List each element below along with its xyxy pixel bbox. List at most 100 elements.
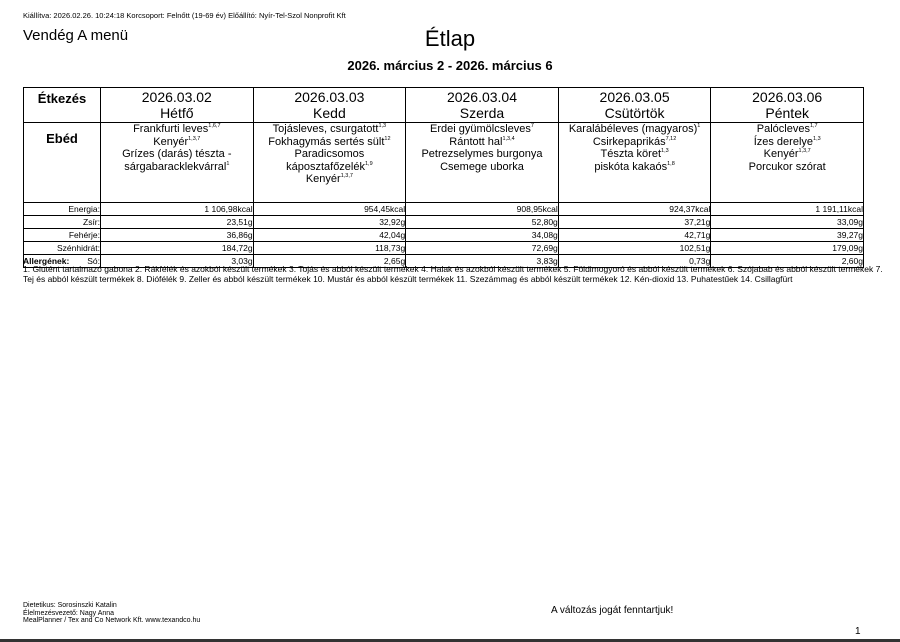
dish-name: Grízes (darás) tészta - sárgabaracklekvá…: [122, 148, 232, 173]
nutrient-label: Zsír:: [23, 215, 101, 229]
day-header: 2026.03.04 Szerda: [405, 87, 559, 123]
nutrient-value: 0,73g: [557, 254, 712, 268]
dish: Palócleves1,7: [711, 123, 863, 136]
dish: Csemege uborka: [406, 161, 558, 174]
day-date: 2026.03.03: [294, 89, 365, 105]
day-date: 2026.03.05: [599, 89, 670, 105]
page-number: 1: [855, 626, 861, 637]
dish: Tojásleves, csurgatott1,3: [254, 123, 406, 136]
day-name: Csütörtök: [604, 105, 665, 121]
meal-column-header: Étkezés: [23, 87, 101, 123]
nutrient-value: 42,04g: [252, 228, 407, 242]
dish-name: Porcukor szórat: [748, 160, 826, 173]
day-dishes: Tojásleves, csurgatott1,3 Fokhagymás sert…: [252, 122, 407, 203]
day-date: 2026.03.06: [752, 89, 823, 105]
allergen-codes: 1,3: [661, 148, 669, 154]
page-title: Étlap: [424, 26, 476, 51]
dish: Tészta köret1,3: [559, 148, 711, 161]
allergen-codes: 1: [226, 160, 230, 167]
allergen-codes: 1,7: [809, 123, 818, 129]
day-name: Péntek: [765, 105, 809, 121]
dish: Petrezselymes burgonya: [406, 148, 558, 161]
nutrient-value: 102,51g: [557, 241, 712, 255]
nutrient-value: 42,71g: [557, 228, 712, 242]
nutrient-value: 908,95kcal: [405, 202, 559, 216]
dish-name: Petrezselymes burgonya: [421, 148, 543, 160]
day-dishes: Erdei gyümölcsleves7 Rántott hal1,3,4 Petr…: [405, 122, 559, 203]
nutrition-row: Fehérje: 36,86g 42,04g 34,08g 42,71g 39,27g: [23, 228, 864, 242]
nutrient-value: 118,73g: [252, 241, 407, 255]
page-bottom-border: [0, 639, 900, 642]
dish-name: Frankfurti leves: [133, 123, 209, 135]
allergen-codes: 7: [530, 123, 534, 129]
lunch-row: Ebéd Frankfurti leves1,6,7 Kenyér1,3,7 Gríz…: [23, 122, 864, 203]
nutrient-value: 34,08g: [405, 228, 559, 242]
date-range: 2026. március 2 - 2026. március 6: [347, 58, 553, 73]
day-dishes: Palócleves1,7 Ízes derelye1,3 Kenyér1,3,7 P…: [710, 122, 864, 203]
nutrient-value: 3,03g: [100, 254, 254, 268]
day-header: 2026.03.06 Péntek: [710, 87, 864, 123]
allergen-codes: 1,3,7: [798, 148, 811, 154]
dish-name: Tészta köret: [600, 148, 662, 160]
dish-name: Tojásleves, csurgatott: [272, 123, 379, 135]
dietitian: Dietetikus: Sorosinszki Katalin: [23, 602, 117, 609]
dish: Kenyér1,3,7: [711, 148, 863, 161]
allergen-codes: 1,3: [813, 135, 821, 142]
software-credit: MealPlanner / Tex and Co Network Kft. ww…: [23, 617, 201, 624]
dish-name: Paradicsomos káposztafőzelék: [286, 148, 365, 173]
dish: Erdei gyümölcsleves7: [406, 123, 558, 136]
dish-name: Fokhagymás sertés sült: [268, 135, 385, 148]
day-dishes: Karalábéleves (magyaros)1 Csirkepaprikás7…: [557, 122, 712, 203]
menu-name: Vendég A menü: [23, 27, 129, 44]
nutrient-value: 954,45kcal: [252, 202, 407, 216]
nutrition-row: Zsír: 23,51g 32,92g 52,80g 37,21g 33,09g: [23, 215, 864, 229]
day-name: Szerda: [459, 105, 505, 121]
allergen-codes: 1,9: [365, 160, 373, 167]
nutrition-row: Só: 3,03g 2,65g 3,83g 0,73g 2,60g: [23, 254, 864, 268]
meal-label: Ebéd: [23, 122, 101, 203]
allergen-codes: 1,3: [378, 123, 387, 129]
dish-name: Kenyér: [305, 173, 341, 185]
change-notice: A változás jogát fenntartjuk!: [551, 605, 674, 616]
allergen-codes: 1,3,7: [188, 135, 201, 142]
day-header: 2026.03.03 Kedd: [252, 87, 407, 123]
dish: Porcukor szórat: [711, 161, 863, 174]
dish-name: Erdei gyümölcsleves: [430, 123, 531, 135]
nutrient-value: 33,09g: [710, 215, 864, 229]
dish-name: Palócleves: [756, 123, 810, 135]
allergen-codes: 1,8: [667, 160, 675, 167]
nutrient-value: 3,83g: [405, 254, 559, 268]
nutrient-value: 1 191,11kcal: [710, 202, 864, 216]
day-header: 2026.03.02 Hétfő: [100, 87, 254, 123]
nutrient-label: Só:: [23, 254, 101, 268]
day-dishes: Frankfurti leves1,6,7 Kenyér1,3,7 Grízes (…: [100, 122, 254, 203]
allergens-list: 1. Glutént tartalmazó gabona 2. Rákfélék…: [23, 264, 883, 284]
nutrient-value: 52,80g: [405, 215, 559, 229]
nutrient-value: 72,69g: [405, 241, 559, 255]
allergen-codes: 1,3,7: [340, 173, 353, 179]
menu-table: Étkezés 2026.03.02 Hétfő 2026.03.03 Kedd 2026…: [23, 87, 864, 268]
nutrition-row: Szénhidrát: 184,72g 118,73g 72,69g 102,51g 17…: [23, 241, 864, 255]
nutrition-row: Energia: 1 106,98kcal 954,45kcal 908,95kcal…: [23, 202, 864, 216]
nutrient-label: Szénhidrát:: [23, 241, 101, 255]
dish: Kenyér1,3,7: [101, 136, 253, 149]
nutrient-value: 179,09g: [710, 241, 864, 255]
nutrient-value: 924,37kcal: [557, 202, 712, 216]
nutrient-label: Energia:: [23, 202, 101, 216]
dish: Fokhagymás sertés sült12: [254, 136, 406, 149]
day-name: Kedd: [313, 105, 346, 121]
allergen-codes: 1: [697, 123, 701, 129]
nutrient-value: 2,60g: [710, 254, 864, 268]
day-date: 2026.03.04: [446, 89, 518, 105]
nutrient-value: 1 106,98kcal: [100, 202, 254, 216]
dish-name: Kenyér: [763, 148, 799, 160]
dish-name: Karalábéleves (magyaros): [568, 123, 698, 135]
allergen-codes: 1,6,7: [208, 123, 221, 129]
dish: Karalábéleves (magyaros)1: [559, 123, 711, 136]
allergen-codes: 12: [384, 135, 391, 142]
day-header: 2026.03.05 Csütörtök: [557, 87, 712, 123]
header-row: Étkezés 2026.03.02 Hétfő 2026.03.03 Kedd 2026…: [23, 87, 864, 123]
dish-name: piskóta kakaós: [594, 160, 668, 173]
nutrient-label: Fehérje:: [23, 228, 101, 242]
allergens-title: Allergének:: [23, 256, 70, 266]
